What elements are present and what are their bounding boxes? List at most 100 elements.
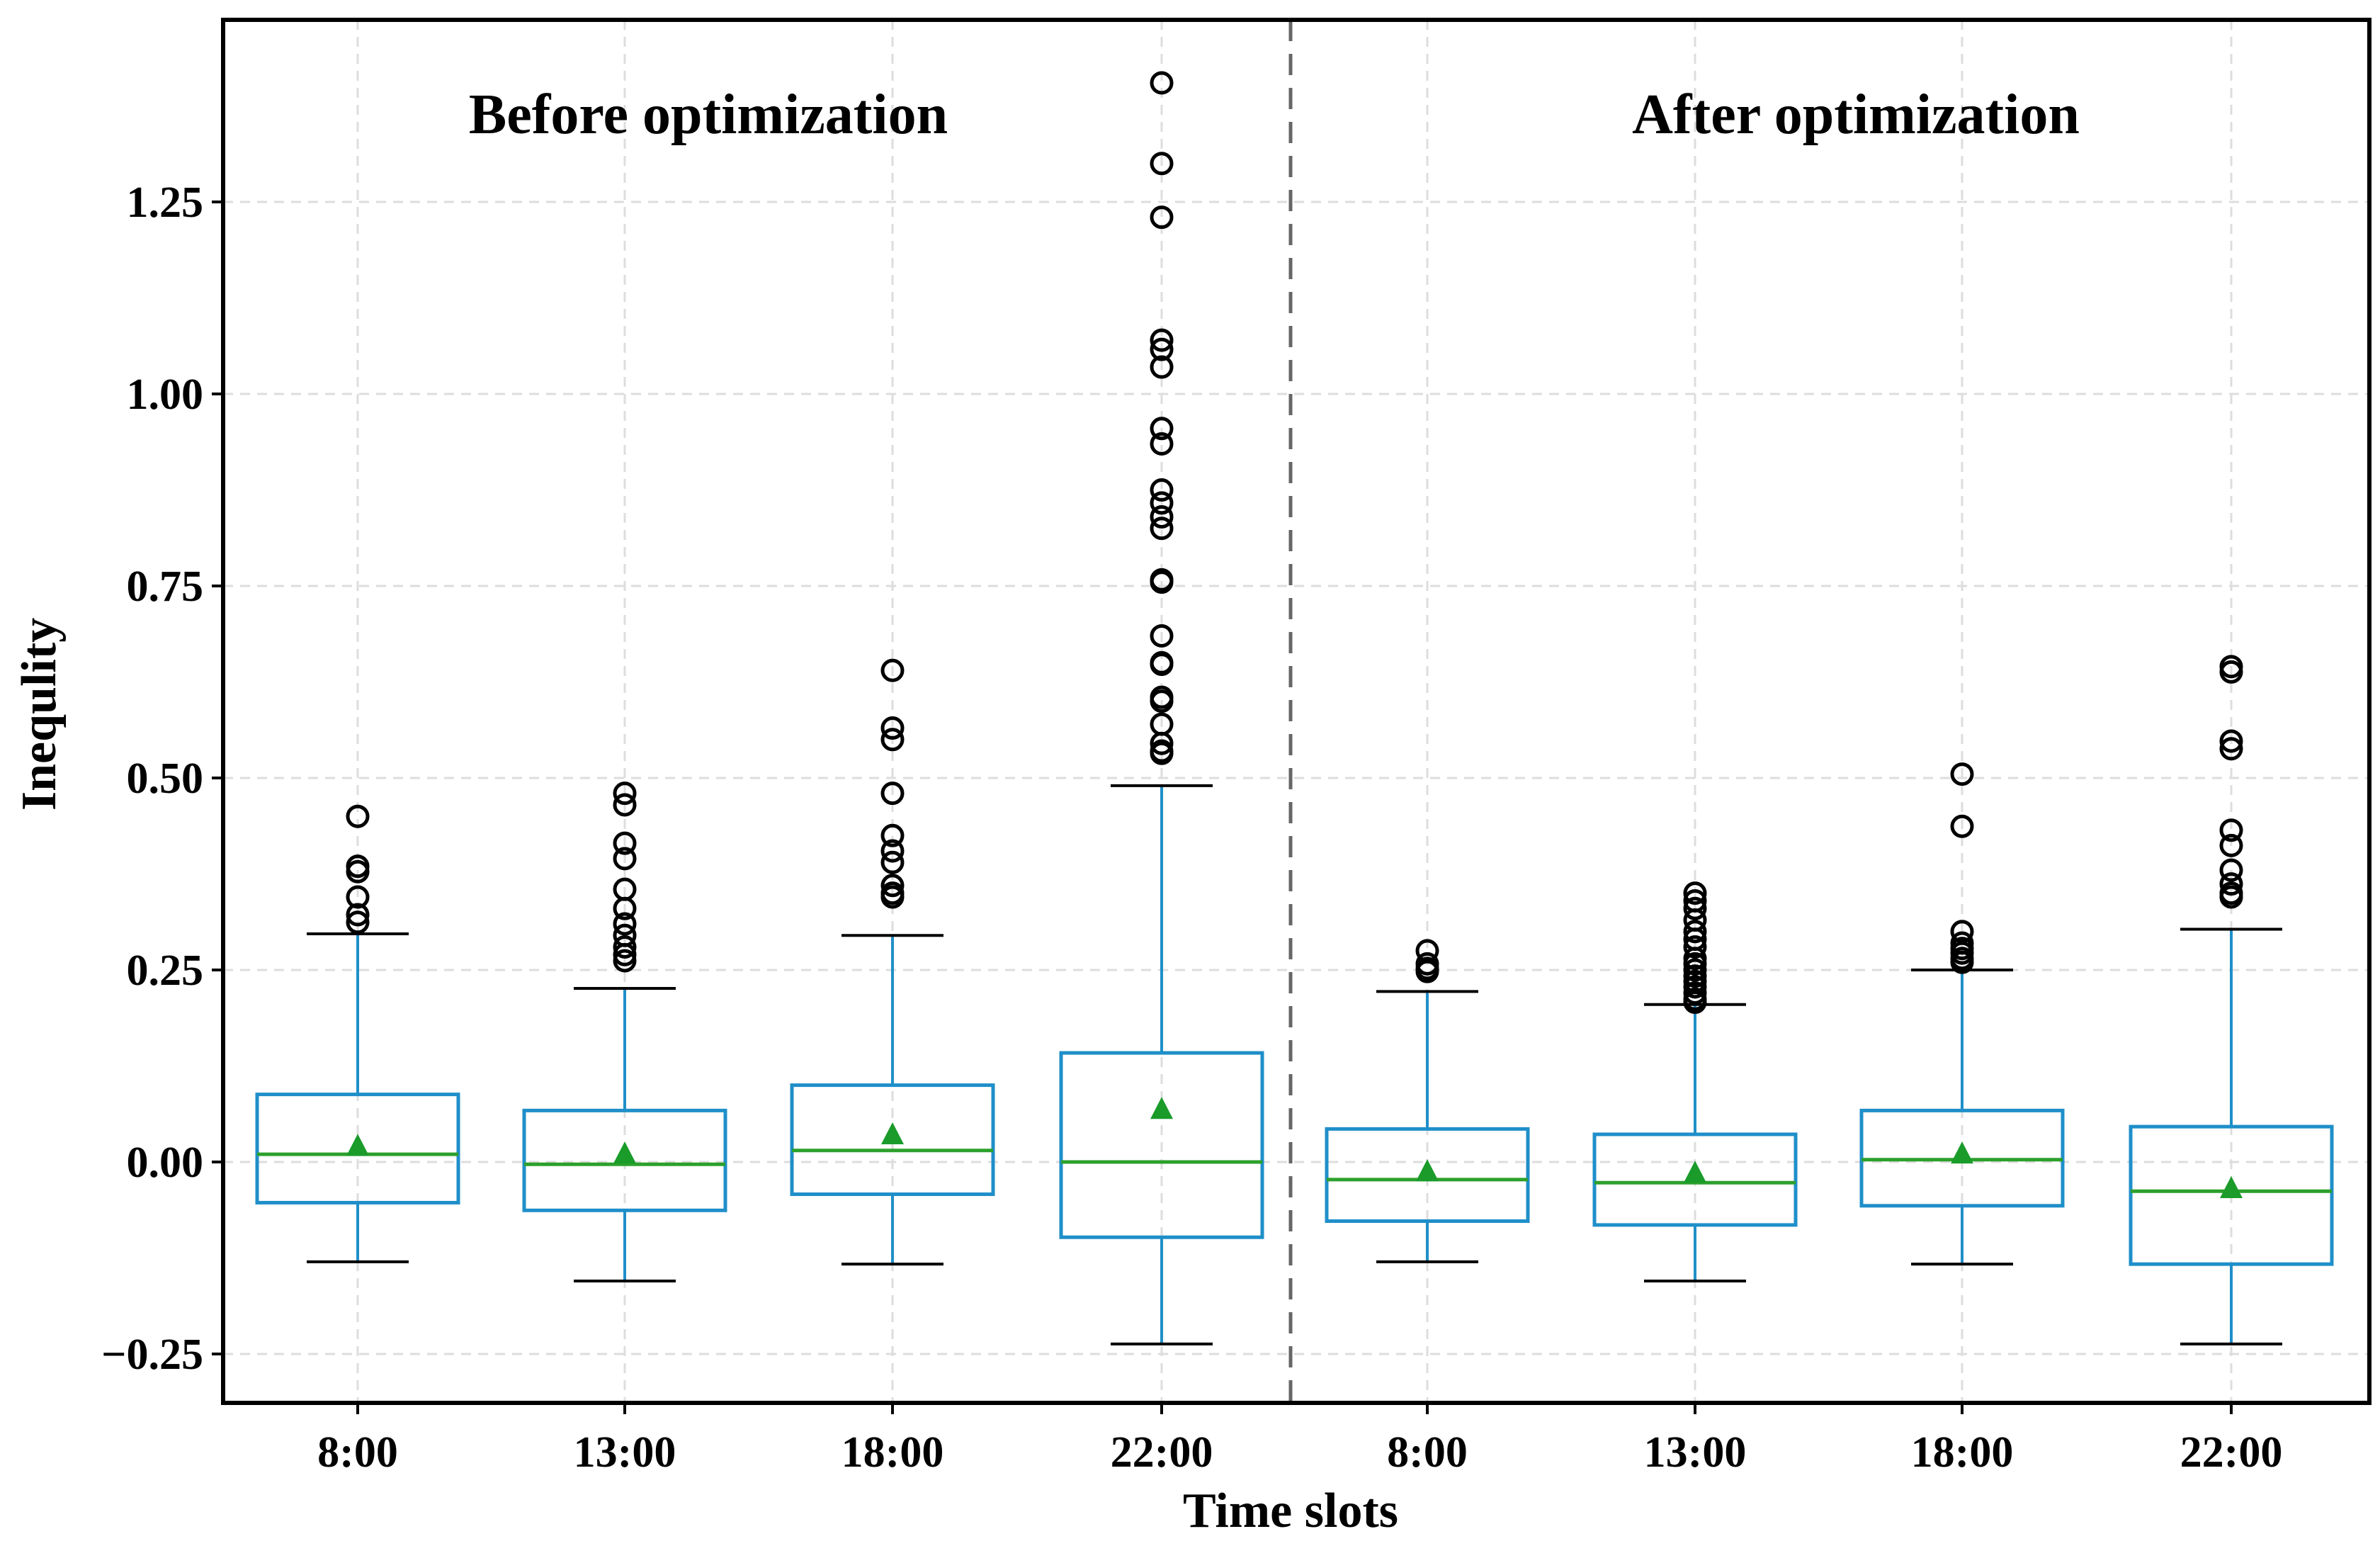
outlier-point — [1150, 71, 1174, 95]
outlier-point — [1150, 624, 1174, 648]
outlier-point — [346, 903, 370, 927]
mean-marker — [613, 1141, 636, 1164]
outlier-point — [346, 804, 370, 828]
y-tick-label: 0.75 — [127, 563, 204, 611]
box-after-2200 — [2129, 655, 2334, 1345]
outlier-point — [1683, 896, 1707, 920]
outlier-point — [2219, 729, 2243, 753]
outlier-point — [2219, 818, 2243, 842]
outlier-point — [613, 949, 637, 973]
outlier-point — [346, 885, 370, 909]
outlier-point — [2219, 858, 2243, 882]
outlier-point — [613, 831, 637, 855]
outlier-point — [1950, 950, 1974, 974]
outlier-point — [2219, 872, 2243, 896]
outlier-point — [1415, 959, 1439, 983]
panel-title-before: Before optimization — [469, 84, 948, 146]
iqr-box — [1325, 1127, 1530, 1223]
plot-frame — [221, 18, 2372, 1405]
outlier-point — [346, 910, 370, 935]
outlier-point — [613, 935, 637, 959]
outlier-point — [613, 847, 637, 871]
box-before-1800 — [790, 658, 995, 1266]
box-before-800 — [255, 804, 460, 1263]
y-tick-label: −0.25 — [101, 1331, 203, 1379]
mean-marker — [346, 1134, 369, 1156]
mean-marker — [881, 1122, 904, 1145]
outlier-point — [1150, 653, 1174, 677]
outlier-point — [1683, 935, 1707, 959]
x-tick-label: 18:00 — [1911, 1428, 2014, 1477]
grid-layer — [223, 20, 2369, 1403]
outlier-point — [1150, 731, 1174, 755]
outlier-point — [1950, 762, 1974, 786]
outlier-point — [1150, 504, 1174, 529]
box-after-1800 — [1859, 762, 2065, 1266]
outlier-point — [880, 839, 905, 863]
iqr-box — [2129, 1124, 2334, 1266]
outlier-point — [1150, 491, 1174, 515]
x-tick-label: 8:00 — [1387, 1428, 1468, 1477]
y-tick-label: 0.00 — [127, 1139, 204, 1187]
panel-title-after: After optimization — [1632, 84, 2080, 146]
mean-marker — [1951, 1141, 1973, 1164]
y-tick-label: 0.50 — [127, 755, 204, 803]
box-after-1300 — [1592, 881, 1798, 1283]
y-tick-label: 1.25 — [127, 179, 204, 227]
outlier-point — [1150, 417, 1174, 441]
outlier-point — [880, 658, 905, 682]
outlier-point — [613, 896, 637, 920]
x-tick-label: 13:00 — [1644, 1428, 1747, 1477]
outlier-point — [880, 782, 905, 806]
outlier-point — [880, 823, 905, 847]
outlier-point — [1150, 355, 1174, 379]
box-after-800 — [1325, 939, 1530, 1263]
iqr-box — [1592, 1132, 1798, 1227]
outlier-point — [346, 859, 370, 884]
outlier-point — [1150, 517, 1174, 541]
outlier-point — [1683, 920, 1707, 944]
outlier-point — [1683, 991, 1707, 1015]
x-axis-label: Time slots — [1183, 1484, 1398, 1538]
outlier-point — [1683, 881, 1707, 905]
y-axis-label: Inequlity — [12, 618, 67, 811]
outlier-point — [1150, 205, 1174, 230]
outlier-point — [1150, 152, 1174, 176]
outlier-point — [880, 716, 905, 740]
outlier-point — [880, 850, 905, 874]
outlier-point — [880, 885, 905, 909]
outlier-point — [880, 874, 905, 898]
x-tick-label: 18:00 — [842, 1428, 944, 1477]
outlier-point — [880, 728, 905, 752]
iqr-box — [1059, 1051, 1264, 1239]
mean-marker — [1684, 1161, 1706, 1183]
outlier-point — [1150, 431, 1174, 456]
outlier-point — [1150, 741, 1174, 765]
mean-marker — [1150, 1097, 1173, 1119]
outlier-point — [2219, 885, 2243, 909]
y-tick-label: 1.00 — [127, 371, 204, 419]
outlier-point — [1950, 814, 1974, 838]
outlier-point — [2219, 833, 2243, 857]
box-before-1300 — [522, 782, 727, 1283]
iqr-box — [522, 1108, 727, 1212]
outlier-point — [1150, 337, 1174, 361]
outlier-point — [1150, 478, 1174, 502]
axis-layer: −0.25 0.00 0.25 0.50 0.75 1.00 1.25 8:00 13:00 18… — [101, 179, 2282, 1477]
x-tick-label: 22:00 — [2180, 1428, 2283, 1477]
mean-marker — [1416, 1159, 1439, 1182]
outlier-point — [613, 912, 637, 936]
x-tick-label: 8:00 — [317, 1428, 398, 1477]
outlier-point — [2219, 737, 2243, 761]
box-before-2200 — [1059, 71, 1264, 1345]
boxes-layer — [255, 71, 2334, 1345]
x-tick-label: 13:00 — [574, 1428, 676, 1477]
outlier-point — [613, 793, 637, 817]
y-tick-label: 0.25 — [127, 947, 204, 995]
iqr-box — [790, 1083, 995, 1197]
outlier-point — [1150, 328, 1174, 352]
outlier-point — [1150, 689, 1174, 713]
outlier-point — [1150, 570, 1174, 594]
outlier-point — [2219, 660, 2243, 684]
